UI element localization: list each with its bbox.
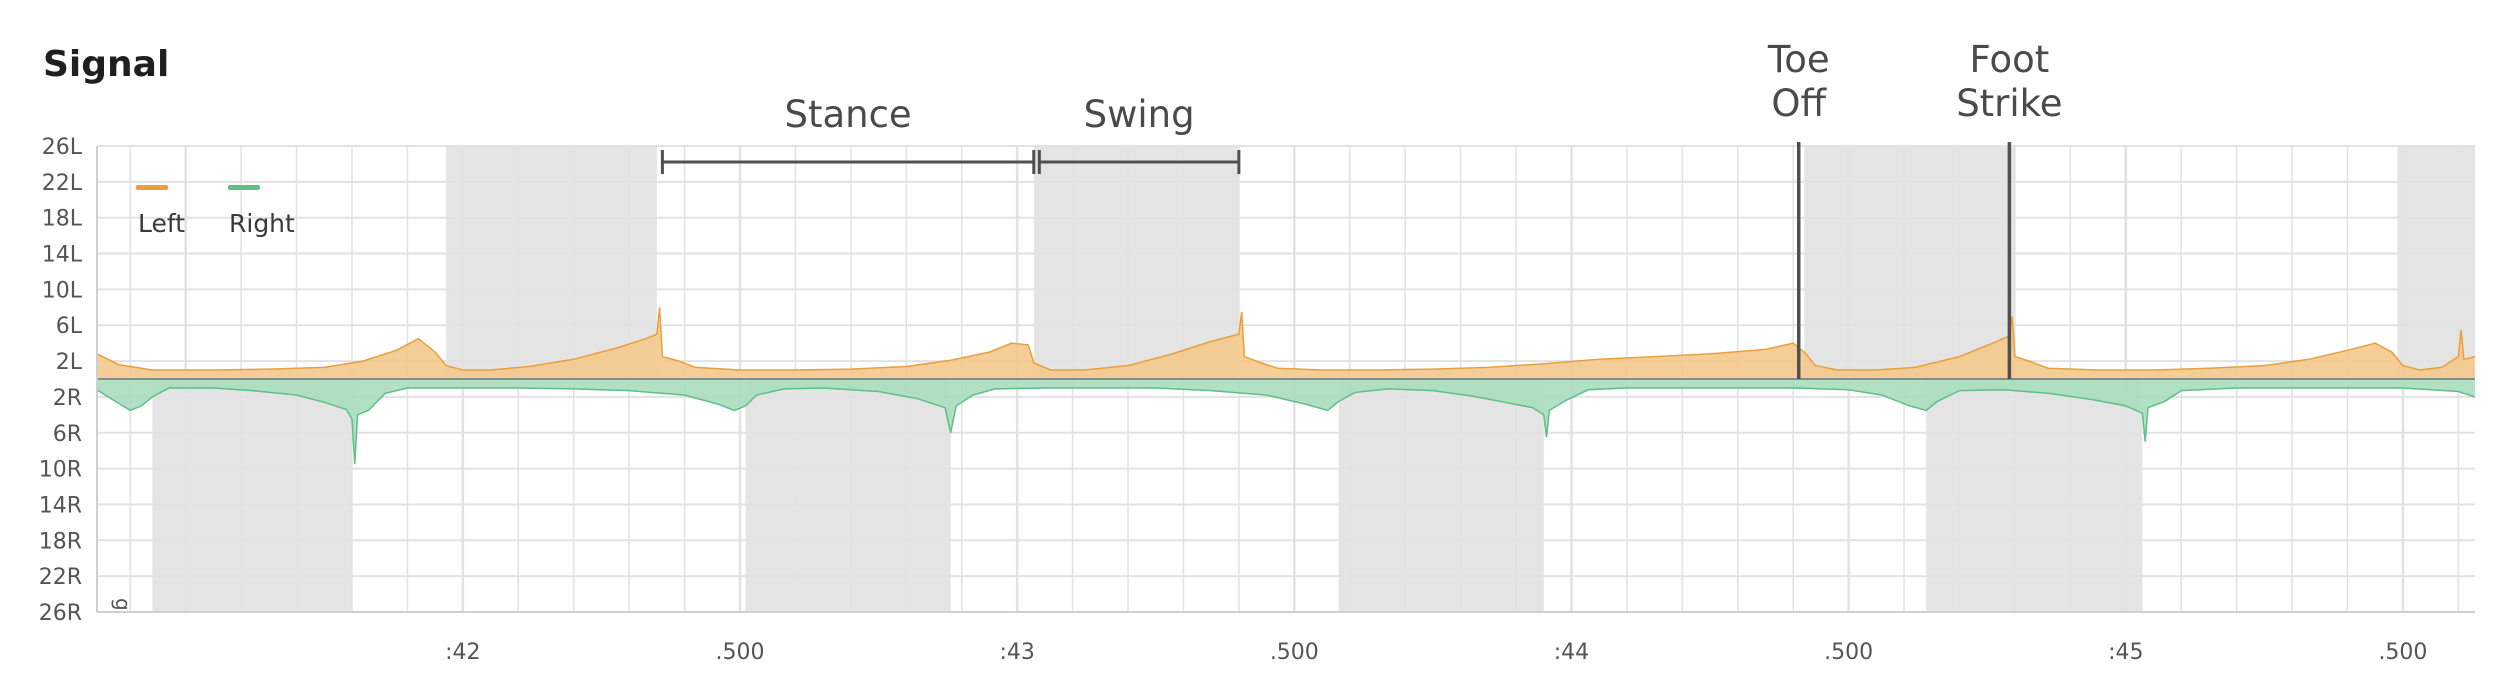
chart-title: Signal: [43, 44, 169, 85]
x-tick-label: .500: [716, 640, 765, 665]
legend-left-swatch: [136, 185, 168, 190]
right-swing-shading: [1926, 379, 2143, 612]
x-tick-label: :45: [2108, 640, 2143, 665]
y-tick-label: 10R: [39, 458, 82, 483]
y-tick-label: 26L: [42, 135, 83, 160]
legend-right-label: Right: [229, 209, 295, 238]
y-tick-label: 22R: [39, 565, 82, 590]
x-tick-label: .500: [2378, 640, 2427, 665]
foot-strike-label: Foot: [1970, 38, 2050, 81]
x-tick-label: :44: [1554, 640, 1589, 665]
chart-legend: Left Right: [136, 185, 295, 238]
x-tick-label: .500: [1824, 640, 1873, 665]
left-swing-shading: [1033, 146, 1239, 379]
legend-right-swatch: [228, 185, 260, 190]
foot-strike-label: Strike: [1956, 82, 2062, 125]
right-swing-shading: [1338, 379, 1544, 612]
y-tick-label: 2R: [53, 386, 82, 411]
left-swing-shading: [1804, 146, 2015, 379]
y-tick-label: 18R: [39, 529, 82, 554]
y-tick-label: 18L: [42, 207, 83, 232]
x-tick-label: :43: [999, 640, 1034, 665]
left-signal-area: [97, 307, 2475, 379]
left-swing-shading: [446, 146, 657, 379]
y-tick-label: 22L: [42, 171, 83, 196]
x-tick-label: :42: [445, 640, 480, 665]
y-tick-label: 14R: [39, 493, 82, 518]
y-tick-label: 6R: [53, 422, 82, 447]
right-signal-line: [96, 387, 2476, 465]
y-tick-label: 2L: [56, 350, 83, 375]
y-tick-label: 6L: [56, 314, 83, 339]
legend-left-label: Left: [138, 209, 185, 238]
y-tick-label: 26R: [39, 601, 82, 626]
stance-label: Stance: [784, 93, 911, 136]
x-tick-label: .500: [1270, 640, 1319, 665]
signal-series: [96, 307, 2476, 465]
chart-axes: 26L 22L 18L 14L 10L 6L 2L 2R 6R 10R 14R 18R 22R 26R :4…: [39, 135, 2475, 665]
y-tick-label: 10L: [42, 278, 83, 303]
right-swing-shading: [745, 379, 951, 612]
swing-label: Swing: [1084, 93, 1195, 136]
toe-off-label: Off: [1771, 82, 1827, 125]
y-tick-label: 14L: [42, 243, 83, 268]
toe-off-label: Toe: [1767, 38, 1830, 81]
left-signal-line: [96, 307, 2476, 371]
unit-label: g: [111, 598, 135, 611]
